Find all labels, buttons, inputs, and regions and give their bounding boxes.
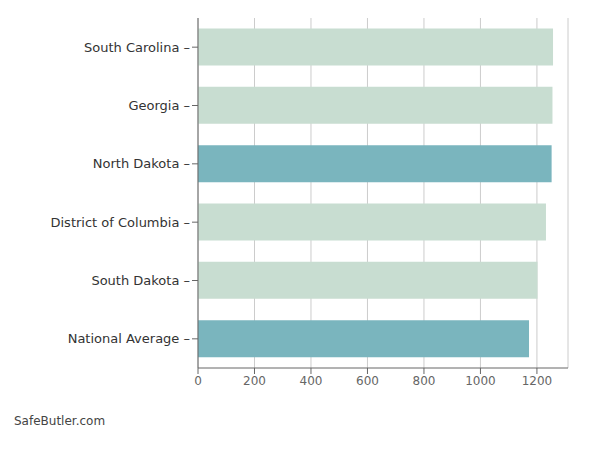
svg-text:200: 200 [243,374,266,388]
html-text:SafeButler.com: SafeButler.com [14,414,106,428]
svg-text:Georgia –: Georgia – [128,98,190,113]
svg-text:1000: 1000 [465,374,496,388]
svg-text:National Average –: National Average – [68,331,190,346]
svg-text:400: 400 [300,374,323,388]
svg-text:South Carolina –: South Carolina – [84,40,190,55]
svg-text:1200: 1200 [522,374,553,388]
svg-text:South Dakota –: South Dakota – [91,273,190,288]
svg-text:800: 800 [413,374,436,388]
svg-text:600: 600 [356,374,379,388]
svg-text:North Dakota –: North Dakota – [93,156,190,171]
svg-text:District of Columbia –: District of Columbia – [51,215,191,230]
svg-text:0: 0 [194,374,202,388]
